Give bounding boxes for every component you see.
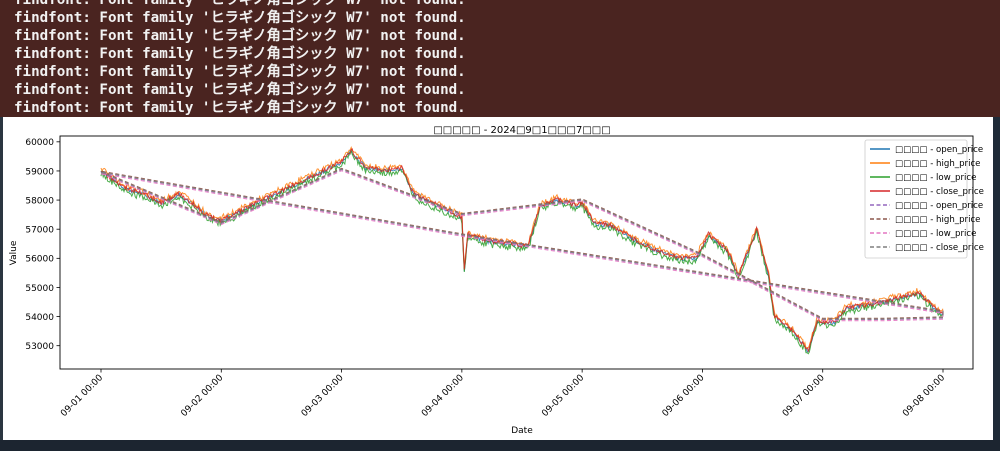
series-lines — [100, 145, 944, 355]
legend-label: □□□□ - high_price — [895, 215, 980, 225]
legend-box — [864, 139, 968, 259]
x-axis-label: Date — [511, 426, 533, 436]
y-tick-label: 53000 — [25, 342, 54, 352]
line-chart: □□□□□ - 2024□9□1□□□7□□□ 5300054000550005… — [9, 125, 984, 436]
y-axis-label: Value — [9, 240, 19, 265]
y-tick-label: 56000 — [25, 255, 54, 265]
series-ma-line — [100, 170, 944, 322]
series-ma-line — [100, 168, 944, 320]
terminal-line: findfont: Font family 'ヒラギノ角ゴシック W7' not… — [14, 0, 466, 8]
y-tick-label: 57000 — [25, 226, 54, 236]
legend-label: □□□□ - high_price — [895, 159, 980, 169]
y-axis: 53000 54000 55000 56000 57000 58000 59000 60000 — [25, 138, 60, 352]
x-tick-label: 09-03 00:00 — [300, 373, 346, 419]
x-axis: 09-01 00:00 09-02 00:00 09-03 00:00 09-04 0… — [59, 369, 947, 419]
y-tick-label: 55000 — [25, 284, 54, 294]
chart-title: □□□□□ - 2024□9□1□□□7□□□ — [433, 125, 610, 136]
terminal-line: findfont: Font family 'ヒラギノ角ゴシック W7' not… — [14, 82, 466, 98]
terminal-output: findfont: Font family 'ヒラギノ角ゴシック W7' not… — [0, 0, 1000, 117]
terminal-line: findfont: Font family 'ヒラギノ角ゴシック W7' not… — [14, 46, 466, 62]
legend-label: □□□□ - low_price — [895, 173, 976, 183]
legend-label: □□□□ - open_price — [895, 201, 983, 211]
series-line — [100, 148, 944, 353]
plot-output: □□□□□ - 2024□9□1□□□7□□□ 53000 54000 55000 5… — [3, 117, 993, 440]
legend-label: □□□□ - low_price — [895, 229, 976, 239]
x-tick-label: 09-04 00:00 — [420, 373, 466, 419]
chart-legend: □□□□ - open_price □□□□ - high_price □□□□ -… — [864, 139, 984, 259]
x-tick-label: 09-02 00:00 — [179, 373, 225, 419]
x-tick-label: 09-07 00:00 — [781, 373, 827, 419]
x-tick-label: 09-06 00:00 — [661, 373, 707, 419]
legend-label: □□□□ - close_price — [895, 243, 984, 253]
plot-area — [59, 135, 974, 370]
y-tick-label: 58000 — [25, 196, 54, 206]
terminal-line: findfont: Font family 'ヒラギノ角ゴシック W7' not… — [14, 100, 466, 116]
y-tick-label: 59000 — [25, 167, 54, 177]
y-tick-label: 60000 — [25, 138, 54, 148]
x-tick-label: 09-08 00:00 — [901, 373, 947, 419]
legend-label: □□□□ - open_price — [895, 145, 983, 155]
x-tick-label: 09-01 00:00 — [59, 373, 105, 419]
terminal-line: findfont: Font family 'ヒラギノ角ゴシック W7' not… — [14, 10, 466, 26]
x-tick-label: 09-05 00:00 — [540, 373, 586, 419]
series-ma-line — [100, 167, 944, 319]
series-line — [100, 148, 944, 353]
window-border-bottom — [0, 440, 1000, 451]
window-border-left — [0, 117, 3, 440]
y-tick-label: 54000 — [25, 313, 54, 323]
legend-label: □□□□ - close_price — [895, 187, 984, 197]
terminal-line: findfont: Font family 'ヒラギノ角ゴシック W7' not… — [14, 64, 466, 80]
window-border-right — [993, 117, 1000, 440]
terminal-line: findfont: Font family 'ヒラギノ角ゴシック W7' not… — [14, 28, 466, 44]
